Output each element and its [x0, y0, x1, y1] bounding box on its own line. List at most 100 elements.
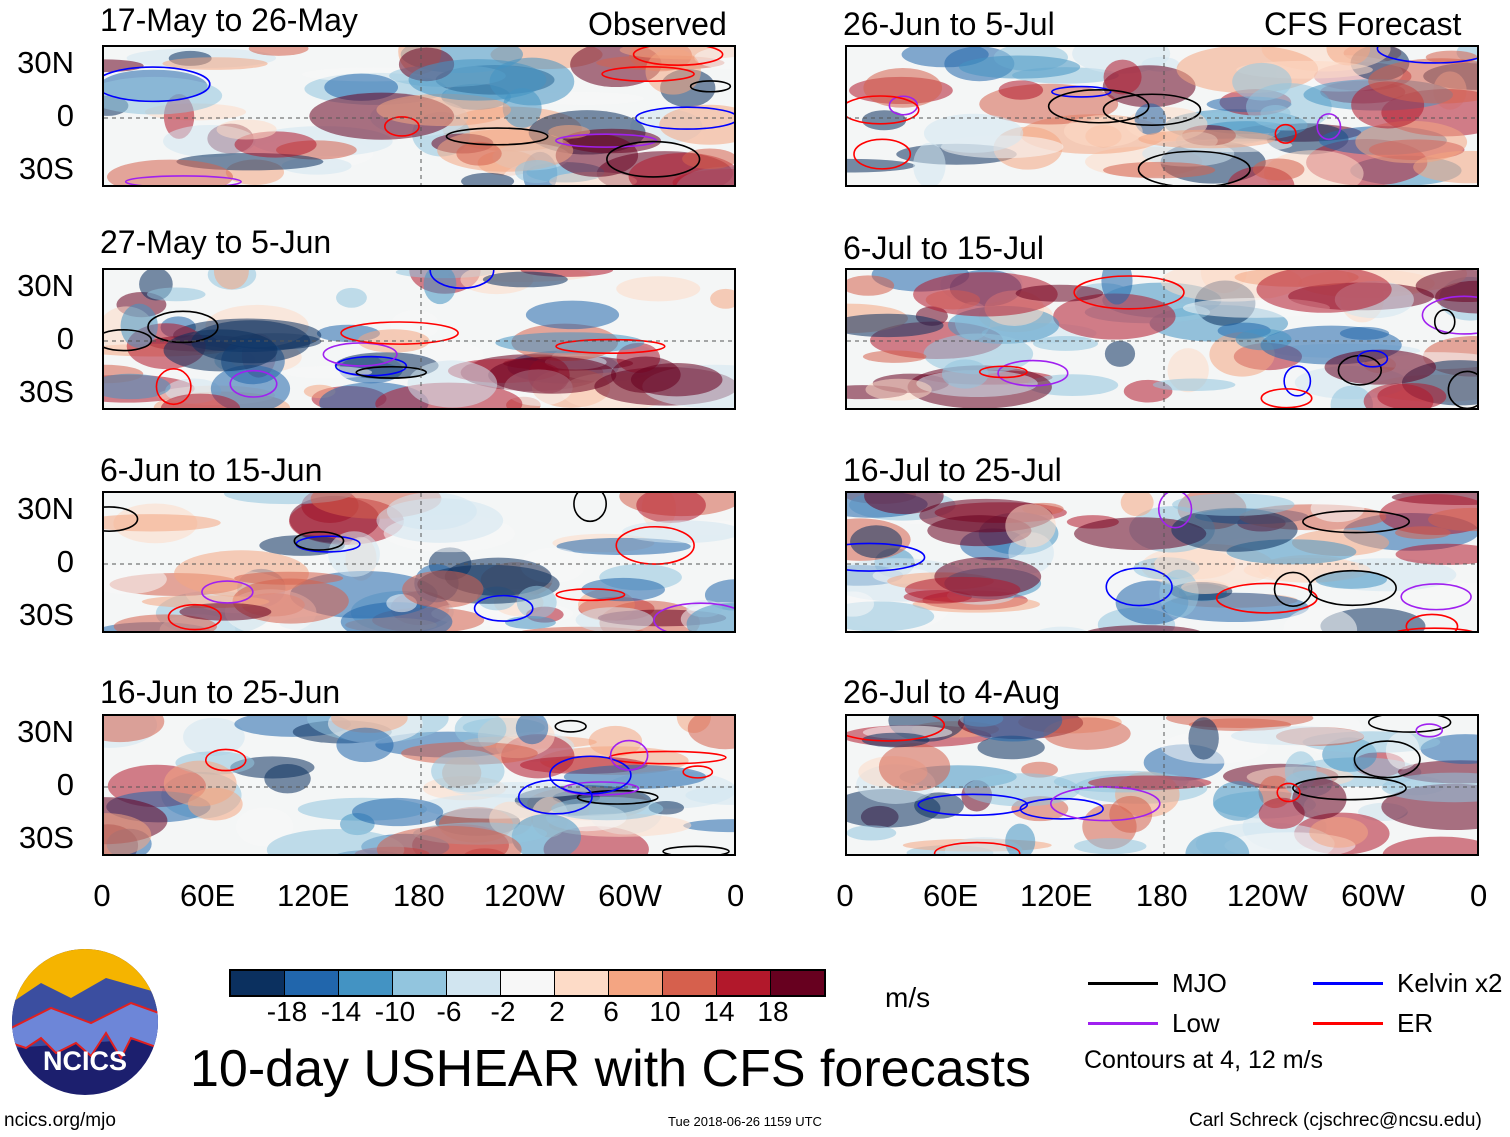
shear-anomaly — [1053, 293, 1176, 340]
latitude-label: 0 — [56, 767, 74, 802]
shear-anomaly — [1283, 607, 1358, 631]
contour — [662, 845, 730, 854]
footer-timestamp: Tue 2018-06-26 1159 UTC — [668, 1114, 822, 1129]
shear-anomaly — [998, 80, 1044, 100]
shear-anomaly — [248, 47, 309, 56]
shear-anomaly — [113, 614, 218, 631]
shear-anomaly — [1134, 103, 1167, 135]
colorbar-swatch — [447, 971, 501, 995]
shear-anomaly — [160, 393, 241, 408]
contour — [1308, 569, 1397, 607]
contour — [1433, 309, 1456, 335]
contour — [445, 127, 549, 146]
contour — [609, 739, 649, 771]
shear-anomaly — [515, 716, 549, 745]
contour — [1260, 388, 1313, 408]
contour — [1356, 349, 1389, 368]
observed-map-panel — [102, 714, 736, 856]
longitude-label: 120W — [1226, 878, 1308, 913]
shear-anomaly — [977, 735, 1045, 760]
colorbar-swatch — [555, 971, 609, 995]
shear-anomaly — [847, 313, 944, 338]
shear-anomaly — [1315, 570, 1387, 589]
shear-anomaly — [431, 749, 505, 793]
forecast-header: CFS Forecast — [1264, 6, 1462, 42]
shear-anomaly — [964, 773, 1080, 807]
longitude-label: 0 — [836, 878, 854, 913]
shear-anomaly — [1368, 58, 1477, 104]
legend-label: MJO — [1172, 968, 1227, 998]
colorbar-swatch — [231, 971, 285, 995]
shear-anomaly — [1120, 493, 1154, 517]
shear-anomaly — [1159, 569, 1199, 618]
contour — [917, 793, 1029, 817]
latitude-label: 30N — [17, 491, 74, 526]
contour — [573, 493, 607, 523]
shear-anomaly — [645, 48, 701, 95]
contour — [204, 748, 247, 772]
svg-text:NCICS: NCICS — [43, 1046, 127, 1076]
shear-anomaly — [927, 515, 1032, 547]
contour — [978, 365, 1028, 379]
observed-header: Observed — [588, 6, 727, 42]
longitude-label: 60E — [180, 878, 236, 913]
observed-panel-title: 16-Jun to 25-Jun — [100, 674, 341, 710]
contour — [615, 525, 695, 565]
latitude-label: 30S — [18, 151, 74, 186]
colorbar-units: m/s — [885, 982, 931, 1013]
shear-anomaly — [120, 303, 158, 348]
legend-line — [1088, 1022, 1158, 1025]
shear-anomaly — [1172, 493, 1295, 516]
forecast-map-panel — [845, 714, 1479, 856]
shear-anomaly — [913, 142, 946, 185]
shear-anomaly — [1235, 328, 1292, 351]
colorbar-tick: -6 — [436, 996, 462, 1027]
contour — [322, 342, 398, 367]
forecast-panel-title: 26-Jun to 5-Jul — [843, 6, 1055, 42]
shear-anomaly — [104, 59, 144, 73]
shear-anomaly — [1258, 797, 1305, 829]
contour — [682, 765, 714, 779]
longitude-label: 180 — [392, 878, 445, 913]
forecast-panel-title: 6-Jul to 15-Jul — [843, 230, 1044, 266]
shear-anomaly — [213, 270, 249, 290]
shear-anomaly — [331, 716, 408, 733]
shear-anomaly — [913, 272, 1058, 317]
shear-anomaly — [351, 797, 444, 827]
colorbar-swatch — [339, 971, 393, 995]
shear-anomaly — [636, 493, 706, 523]
contour — [334, 355, 408, 377]
contour — [576, 789, 659, 805]
shear-anomaly — [1252, 158, 1305, 181]
contour — [1292, 775, 1407, 801]
contour — [853, 138, 912, 170]
shear-anomaly — [283, 366, 373, 379]
observed-panel-title: 6-Jun to 15-Jun — [100, 452, 323, 488]
shear-anomaly — [1181, 580, 1230, 595]
shear-anomaly — [216, 119, 277, 140]
contour — [1273, 571, 1313, 607]
ncics-logo: NCICS — [11, 948, 159, 1096]
longitude-label: 60W — [598, 878, 662, 913]
contour — [847, 716, 946, 742]
shear-anomaly — [336, 727, 394, 763]
shear-anomaly — [514, 160, 559, 184]
shear-anomaly — [1382, 836, 1477, 854]
contour-note: Contours at 4, 12 m/s — [1084, 1046, 1324, 1074]
latitude-label: 30N — [17, 268, 74, 303]
contour — [601, 66, 695, 82]
shear-anomaly — [1074, 838, 1147, 854]
shear-anomaly — [847, 825, 897, 841]
shear-anomaly — [588, 725, 643, 757]
shear-anomaly — [1037, 626, 1087, 631]
shear-anomaly — [505, 615, 556, 630]
contour — [124, 175, 242, 185]
contour — [554, 719, 587, 733]
latitude-label: 0 — [56, 544, 74, 579]
shear-anomaly — [1087, 625, 1200, 631]
colorbar-tick: -14 — [320, 996, 362, 1027]
observed-map-panel — [102, 491, 736, 633]
shear-anomaly — [1330, 385, 1373, 408]
contour — [1051, 85, 1112, 98]
observed-map-panel — [102, 45, 736, 187]
